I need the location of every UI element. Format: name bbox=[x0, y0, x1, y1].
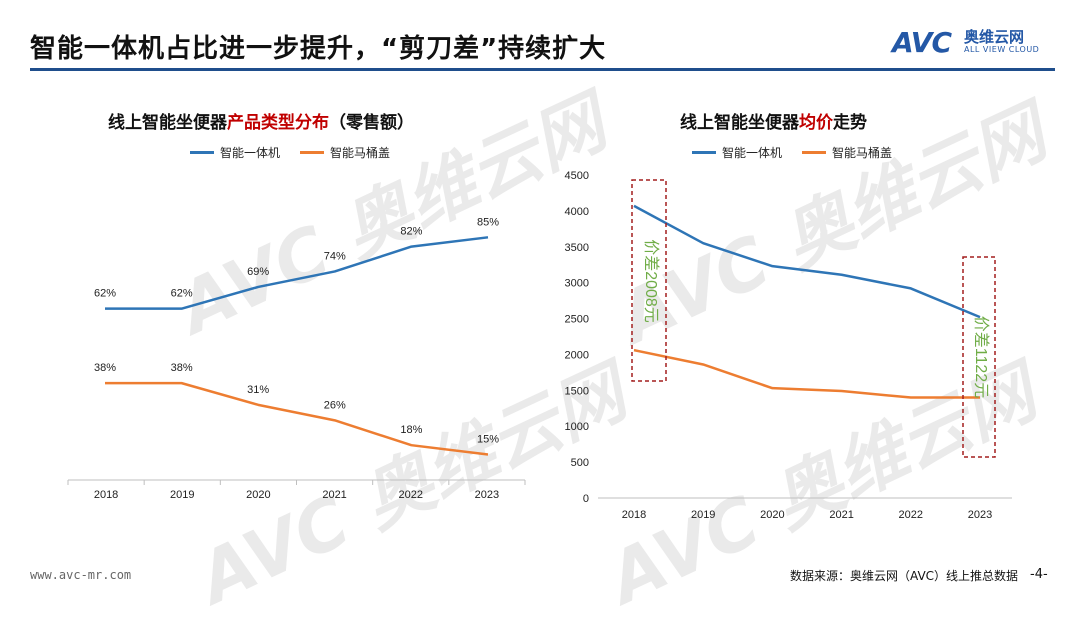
y-tick-label: 4000 bbox=[565, 206, 589, 218]
legend-swatch-blue bbox=[692, 151, 716, 154]
y-tick-label: 3000 bbox=[565, 278, 589, 290]
page-number: -4- bbox=[1030, 567, 1048, 582]
x-tick-label: 2019 bbox=[691, 509, 715, 521]
series-line-integrated bbox=[633, 204, 981, 319]
data-label: 82% bbox=[400, 226, 422, 238]
price-gap-box bbox=[962, 256, 996, 458]
header-divider bbox=[30, 68, 1055, 71]
x-tick-label: 2022 bbox=[399, 489, 423, 501]
chart2-title: 线上智能坐便器均价走势 bbox=[680, 108, 867, 133]
y-tick-label: 0 bbox=[583, 493, 589, 505]
legend-item: 智能一体机 bbox=[692, 144, 782, 161]
series-line-seat bbox=[633, 348, 980, 399]
y-tick-label: 1500 bbox=[565, 385, 589, 397]
x-tick-label: 2018 bbox=[622, 509, 646, 521]
legend-swatch-orange bbox=[802, 151, 827, 154]
legend-swatch-blue bbox=[190, 151, 214, 154]
data-label: 85% bbox=[477, 216, 499, 228]
data-label: 62% bbox=[171, 288, 193, 300]
y-tick-label: 3500 bbox=[565, 242, 589, 254]
data-label: 69% bbox=[247, 266, 269, 278]
logo-mark: AVC bbox=[892, 26, 952, 59]
y-tick-label: 1000 bbox=[565, 421, 589, 433]
x-tick-label: 2023 bbox=[968, 509, 992, 521]
x-tick-label: 2020 bbox=[760, 509, 784, 521]
series-line-seat bbox=[105, 381, 489, 456]
chart2-title-a: 线上智能坐便器 bbox=[680, 113, 799, 133]
data-label: 31% bbox=[247, 384, 269, 396]
legend-label: 智能马桶盖 bbox=[330, 146, 391, 160]
price-gap-box bbox=[631, 179, 667, 382]
legend-item: 智能马桶盖 bbox=[300, 144, 390, 161]
legend-item: 智能马桶盖 bbox=[802, 144, 892, 161]
x-tick-label: 2022 bbox=[899, 509, 923, 521]
page-title: 智能一体机占比进一步提升，“剪刀差”持续扩大 bbox=[30, 34, 607, 64]
chart2-legend: 智能一体机 智能马桶盖 bbox=[692, 144, 906, 161]
y-tick-label: 4500 bbox=[565, 170, 589, 182]
x-tick-label: 2021 bbox=[829, 509, 853, 521]
legend-label: 智能一体机 bbox=[220, 146, 281, 160]
chart2-title-c: 走势 bbox=[833, 113, 867, 133]
legend-label: 智能一体机 bbox=[722, 146, 783, 160]
footer-source: 数据来源：奥维云网（AVC）线上推总数据 bbox=[790, 569, 1019, 583]
legend-label: 智能马桶盖 bbox=[832, 146, 893, 160]
chart2-title-b: 均价 bbox=[799, 113, 833, 133]
data-label: 18% bbox=[400, 424, 422, 436]
legend-item: 智能一体机 bbox=[190, 144, 280, 161]
data-label: 62% bbox=[94, 288, 116, 300]
chart1-title: 线上智能坐便器产品类型分布（零售额） bbox=[108, 108, 414, 133]
logo-chinese: 奥维云网 bbox=[964, 28, 1025, 46]
data-label: 26% bbox=[324, 399, 346, 411]
chart1-title-b: 产品类型分布 bbox=[227, 113, 329, 133]
avc-logo: AVC 奥维云网 ALL VIEW CLOUD bbox=[892, 26, 1052, 59]
x-tick-label: 2020 bbox=[246, 489, 270, 501]
data-label: 38% bbox=[171, 362, 193, 374]
x-tick-label: 2018 bbox=[94, 489, 118, 501]
chart1-title-a: 线上智能坐便器 bbox=[108, 113, 227, 133]
logo-english: ALL VIEW CLOUD bbox=[964, 45, 1040, 54]
price-gap-label: 价差2008元 bbox=[642, 239, 660, 323]
y-tick-label: 2500 bbox=[565, 314, 589, 326]
chart1-legend: 智能一体机 智能马桶盖 bbox=[190, 144, 404, 161]
x-tick-label: 2019 bbox=[170, 489, 194, 501]
data-label: 15% bbox=[477, 433, 499, 445]
data-label: 74% bbox=[324, 250, 346, 262]
y-tick-label: 500 bbox=[571, 457, 589, 469]
footer-url[interactable]: www.avc-mr.com bbox=[30, 568, 132, 582]
data-label: 38% bbox=[94, 362, 116, 374]
legend-swatch-orange bbox=[300, 151, 325, 154]
x-tick-label: 2023 bbox=[475, 489, 499, 501]
y-tick-label: 2000 bbox=[565, 349, 589, 361]
series-line-integrated bbox=[105, 236, 489, 310]
x-tick-label: 2021 bbox=[322, 489, 346, 501]
charts-canvas: 2018 2019 2020 2021 2022 2023 62% 62% 69% 74% 82% 8… bbox=[67, 170, 1012, 521]
chart1-title-c: （零售额） bbox=[329, 113, 414, 133]
price-gap-label: 价差1122元 bbox=[972, 316, 990, 398]
